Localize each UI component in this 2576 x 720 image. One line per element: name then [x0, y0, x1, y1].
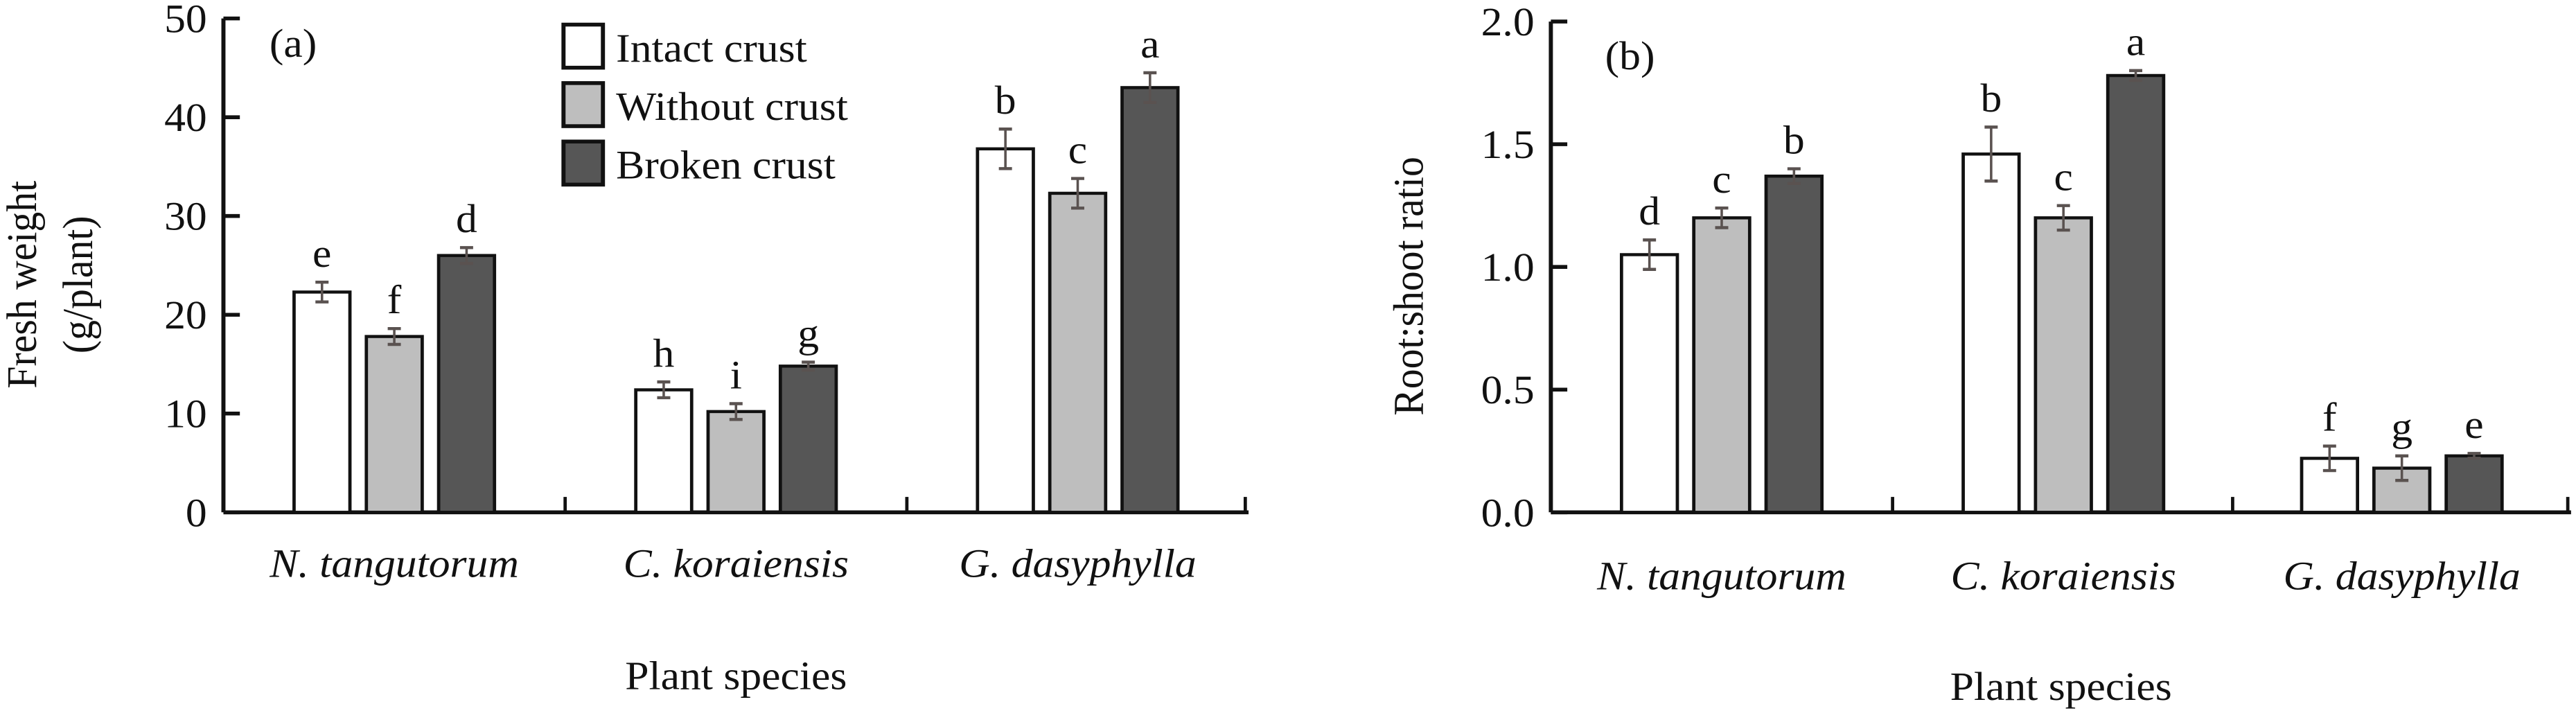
y-tick-label: 30: [164, 194, 207, 238]
x-tick-label: C. koraiensis: [1951, 554, 2176, 598]
significance-letter: g: [797, 311, 819, 355]
bar-without-crust: [706, 410, 766, 514]
bar-without-crust: [1048, 191, 1108, 514]
significance-letter: f: [2322, 395, 2337, 439]
y-tick-label: 0.0: [1481, 491, 1535, 535]
y-tick-label: 20: [164, 293, 207, 337]
y-tick-label: 0: [186, 491, 207, 535]
significance-letter: h: [653, 331, 675, 376]
significance-letter: g: [2391, 405, 2412, 449]
significance-letter: b: [1783, 118, 1805, 162]
y-tick-label: 40: [164, 96, 207, 140]
y-tick-label: 0.5: [1481, 368, 1535, 412]
panel-label: (a): [270, 21, 317, 66]
panel-a-fresh-weight-chart: 0 10 20 30 40 50 e f d N. tangutorum h i g C. koraien…: [0, 0, 1249, 698]
y-tick-label: 1.5: [1481, 123, 1535, 167]
significance-letter: c: [2054, 155, 2073, 199]
y-axis-label: Root:shoot ratio: [1385, 157, 1432, 416]
significance-letter: b: [1980, 76, 2002, 121]
significance-letter: d: [1639, 189, 1660, 234]
bar-without-crust: [1692, 216, 1752, 514]
x-tick-label: C. koraiensis: [624, 541, 849, 586]
significance-letter: a: [2126, 19, 2145, 64]
legend-swatch-intact-crust: [561, 22, 606, 70]
bar-broken-crust: [436, 254, 497, 514]
bar-broken-crust: [1764, 174, 1824, 514]
x-tick-label: G. dasyphylla: [959, 541, 1196, 586]
x-axis-label: Plant species: [1950, 665, 2172, 709]
bar-intact-crust: [634, 388, 694, 514]
legend-label: Intact crust: [616, 26, 807, 71]
significance-letter: d: [456, 197, 477, 241]
y-tick-label: 10: [164, 392, 207, 437]
bar-without-crust: [364, 335, 424, 514]
significance-letter: e: [2464, 403, 2483, 447]
legend-label: Without crust: [616, 85, 848, 129]
legend-swatch-without-crust: [561, 81, 606, 128]
legend-label: Broken crust: [616, 143, 836, 187]
panel-b-root-shoot-ratio-chart: 0.0 0.5 1.0 1.5 2.0 d c b N. tangutorum b c a C. kor…: [1385, 0, 2571, 709]
bar-intact-crust: [1619, 253, 1679, 514]
legend: Intact crust Without crust Broken crust: [561, 22, 848, 187]
significance-letter: e: [312, 231, 331, 276]
panel-label: (b): [1605, 34, 1655, 78]
y-axis-label: (g/plant): [54, 216, 101, 353]
x-tick-label: N. tangutorum: [1596, 554, 1846, 598]
bar-broken-crust: [2106, 73, 2166, 514]
x-tick-label: N. tangutorum: [269, 541, 519, 586]
y-tick-label: 1.0: [1481, 245, 1535, 290]
significance-letter: c: [1712, 157, 1731, 202]
x-tick-label: G. dasyphylla: [2283, 554, 2520, 598]
legend-swatch-broken-crust: [561, 139, 606, 187]
bar-without-crust: [2372, 466, 2432, 514]
significance-letter: b: [995, 78, 1016, 123]
y-tick-label: 2.0: [1481, 0, 1535, 44]
y-tick-label: 50: [164, 0, 207, 41]
significance-letter: f: [387, 278, 402, 322]
bar-broken-crust: [778, 365, 838, 514]
bar-intact-crust: [292, 290, 352, 514]
significance-letter: i: [730, 353, 742, 397]
bar-without-crust: [2034, 216, 2093, 514]
x-axis-label: Plant species: [625, 653, 847, 698]
bar-intact-crust: [976, 147, 1035, 514]
significance-letter: a: [1140, 22, 1159, 67]
y-axis-label: Fresh weight: [0, 180, 46, 388]
bar-broken-crust: [1120, 86, 1180, 514]
bar-broken-crust: [2444, 454, 2504, 514]
bar-intact-crust: [1961, 152, 2021, 514]
significance-letter: c: [1068, 128, 1087, 172]
